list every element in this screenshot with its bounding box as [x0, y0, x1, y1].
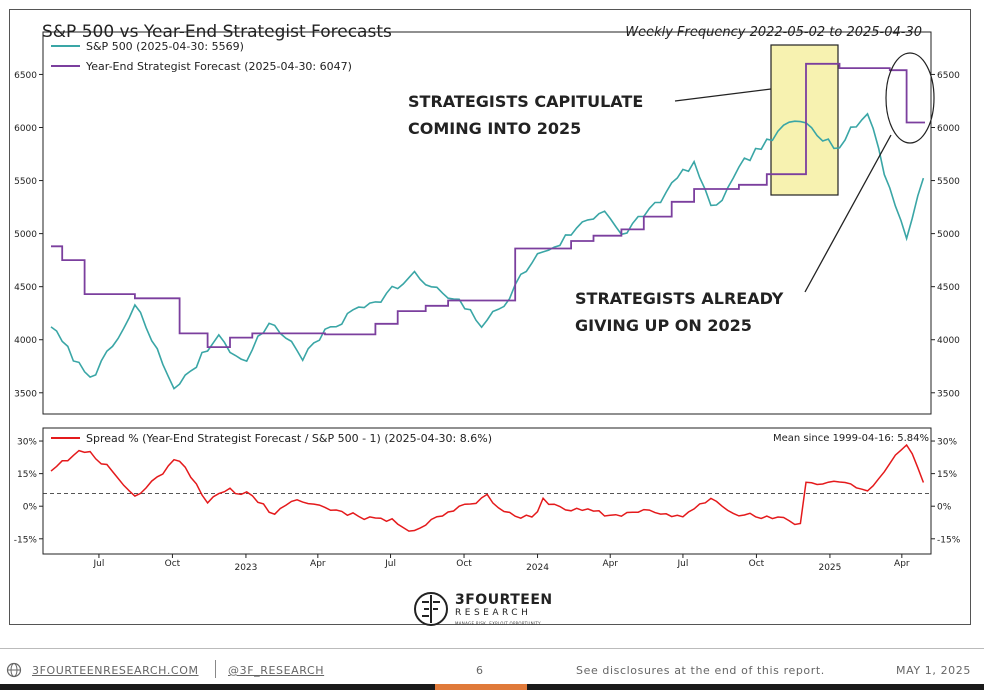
spread-axis-right-tick-label: 15%	[937, 470, 957, 480]
capitulate-highlight-box	[770, 44, 839, 196]
3fourteen-logo: 3FOURTEEN RESEARCH MANAGE RISK. EXPLOIT …	[413, 590, 563, 630]
price-axis-right-tick-label: 3500	[937, 389, 960, 399]
price-axis-right-tick-label: 6500	[937, 71, 960, 81]
price-axis-right-tick-label: 6000	[937, 124, 960, 134]
spread-axis-left-tick-label: 15%	[17, 470, 37, 480]
spread-axis-left-tick-label: -15%	[14, 535, 38, 545]
spread-series-line	[50, 443, 925, 532]
price-axis-left-tick-label: 3500	[14, 389, 37, 399]
giving-up-annotation-line1: STRATEGISTS ALREADY	[575, 289, 784, 308]
footer-social-handle[interactable]: @3F_RESEARCH	[228, 664, 325, 677]
x-axis-tick-label: Jul	[93, 559, 105, 569]
price-axis-right-tick-label: 4500	[937, 283, 960, 293]
capitulate-annotation-line2: COMING INTO 2025	[408, 119, 581, 138]
x-axis-tick-label: Jul	[677, 559, 689, 569]
footer-date: MAY 1, 2025	[896, 664, 971, 677]
bottom-bar-accent	[435, 684, 527, 690]
x-axis-tick-label: 2023	[234, 563, 257, 573]
spread-axis-right-tick-label: 0%	[937, 503, 952, 513]
giving-up-annotation-line2: GIVING UP ON 2025	[575, 316, 752, 335]
bottom-bar	[0, 684, 984, 690]
capitulate-pointer-line	[674, 88, 772, 102]
logo-sub: RESEARCH	[455, 608, 532, 618]
x-axis-tick-label: 2024	[526, 563, 549, 573]
logo-tagline: MANAGE RISK. EXPLOIT OPPORTUNITY.	[455, 621, 542, 626]
x-axis-tick-label: Apr	[602, 559, 618, 569]
x-axis-tick-label: Apr	[310, 559, 326, 569]
spread-legend-label: Spread % (Year-End Strategist Forecast /…	[86, 432, 492, 445]
x-axis-tick-label: Oct	[456, 559, 472, 569]
spread-legend: Spread % (Year-End Strategist Forecast /…	[51, 432, 929, 445]
x-axis-tick-label: 2025	[818, 563, 841, 573]
footer-separator	[215, 660, 216, 678]
spread-mean-annotation: Mean since 1999-04-16: 5.84%	[773, 433, 929, 444]
footer-website-link[interactable]: 3FOURTEENRESEARCH.COM	[32, 664, 199, 677]
price-axis-left-tick-label: 5000	[14, 230, 37, 240]
giving-up-pointer-line	[804, 134, 892, 293]
price-axis-left-tick-label: 4000	[14, 336, 37, 346]
spread-axis-left-tick-label: 30%	[17, 438, 37, 448]
chart-area: 3500 3500 4000 4000 4500 4500 5000 5000 5500 5500…	[14, 31, 961, 573]
x-axis-tick-label: Jul	[384, 559, 396, 569]
footer-disclosure: See disclosures at the end of this repor…	[576, 664, 825, 677]
spread-axis-right-tick-label: 30%	[937, 438, 957, 448]
x-axis-tick-label: Oct	[749, 559, 765, 569]
globe-icon	[6, 662, 22, 678]
footer-page-number: 6	[476, 664, 484, 677]
logo-name: 3FOURTEEN	[455, 592, 553, 608]
giving-up-highlight-oval	[885, 52, 935, 144]
footer-divider	[0, 648, 984, 649]
3fourteen-logo-mark	[414, 592, 448, 626]
price-axis-right-tick-label: 4000	[937, 336, 960, 346]
price-panel-frame	[42, 31, 932, 415]
price-axis-left-tick-label: 4500	[14, 283, 37, 293]
price-legend: S&P 500 (2025-04-30: 5569) Year-End Stra…	[51, 40, 352, 73]
x-axis-tick-label: Apr	[894, 559, 910, 569]
forecast-legend-label: Year-End Strategist Forecast (2025-04-30…	[85, 60, 352, 73]
spread-axis-right-tick-label: -15%	[937, 535, 961, 545]
spread-panel-frame	[42, 427, 932, 555]
price-axis-left-tick-label: 6000	[14, 124, 37, 134]
sp500-series-line	[50, 112, 925, 390]
report-page: S&P 500 vs Year-End Strategist Forecasts…	[9, 9, 971, 626]
price-axis-left-tick-label: 5500	[14, 177, 37, 187]
forecast-series-line	[51, 62, 925, 348]
price-axis-left-tick-label: 6500	[14, 71, 37, 81]
spread-axis-left-tick-label: 0%	[23, 503, 38, 513]
x-axis-tick-label: Oct	[165, 559, 181, 569]
capitulate-annotation-line1: STRATEGISTS CAPITULATE	[408, 92, 643, 111]
sp500-legend-label: S&P 500 (2025-04-30: 5569)	[86, 40, 244, 53]
price-axis-right-tick-label: 5000	[937, 230, 960, 240]
price-axis-right-tick-label: 5500	[937, 177, 960, 187]
